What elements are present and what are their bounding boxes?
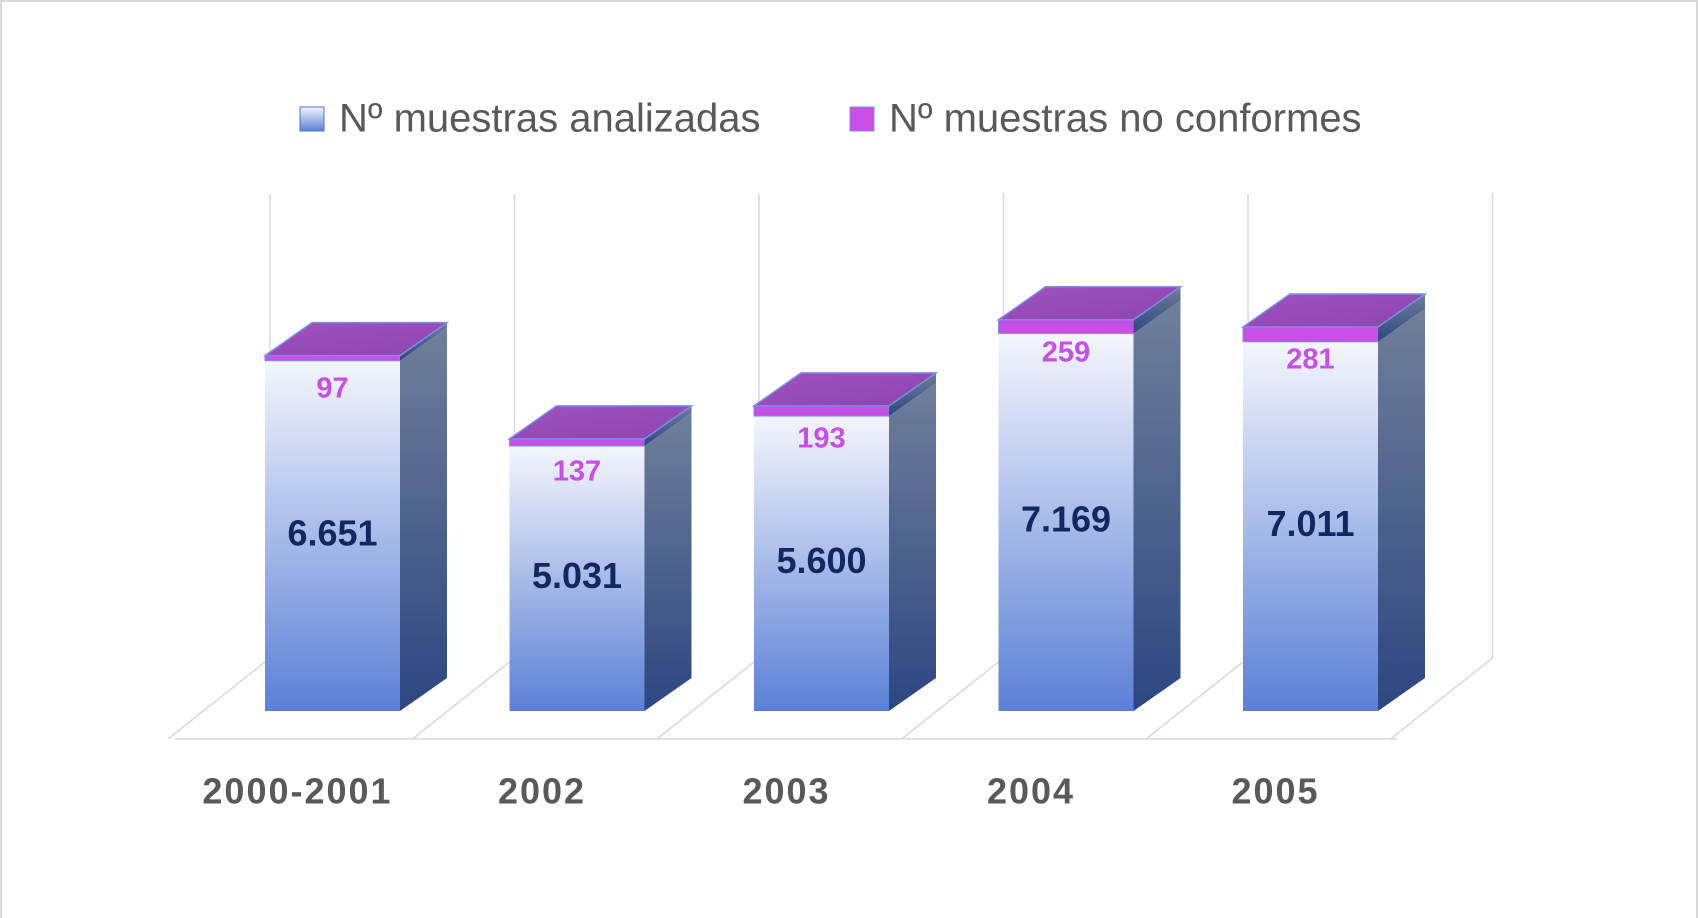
legend-label: Nº muestras analizadas <box>339 97 760 141</box>
bar-segment <box>507 405 694 447</box>
value-label: 5.031 <box>532 555 622 596</box>
bar-side <box>644 413 692 711</box>
bar-front <box>1243 341 1378 711</box>
floor-line <box>167 657 271 740</box>
value-label: 6.651 <box>287 512 377 553</box>
bar-side <box>889 372 936 417</box>
legend-label: Nº muestras no conformes <box>889 97 1362 141</box>
bar-side <box>400 327 447 711</box>
bar-side <box>1378 293 1425 342</box>
bar-front <box>264 355 401 362</box>
bar-front <box>509 446 645 711</box>
value-label: 137 <box>553 455 601 487</box>
bar-segment <box>996 286 1183 334</box>
bar-top <box>262 321 450 357</box>
bar-side <box>1378 308 1425 711</box>
x-tick-label: 2000-2001 <box>202 771 392 812</box>
bar-segment <box>509 413 692 711</box>
bar-front <box>753 405 890 417</box>
bar-side <box>400 322 447 361</box>
bar-front <box>1242 326 1379 343</box>
bar-segment <box>751 372 939 417</box>
bar-side <box>1133 286 1181 334</box>
value-label: 97 <box>316 372 348 404</box>
floor-line <box>1390 657 1493 740</box>
value-label: 193 <box>797 423 845 455</box>
floor-line <box>656 657 760 740</box>
bar-side <box>889 383 936 711</box>
x-tick-label: 2002 <box>498 771 586 812</box>
value-label: 281 <box>1286 344 1334 376</box>
bar-front <box>265 360 400 711</box>
x-tick-label: 2004 <box>987 771 1075 812</box>
bar-side <box>1133 300 1181 711</box>
bar-front <box>998 319 1134 334</box>
value-label: 7.011 <box>1266 503 1354 544</box>
bar-top <box>996 286 1183 321</box>
x-tick-label: 2005 <box>1231 771 1319 812</box>
bar-segment <box>998 300 1181 711</box>
floor-line <box>901 657 1004 740</box>
bar-front <box>998 333 1134 711</box>
bar-top <box>751 372 939 407</box>
floor-line <box>1145 657 1249 740</box>
bar-segment <box>754 383 936 711</box>
x-tick-label: 2003 <box>742 771 830 812</box>
legend-swatch <box>299 106 325 132</box>
bar-segment <box>1240 293 1428 343</box>
floor-line <box>412 657 515 740</box>
value-label: 5.600 <box>776 540 866 581</box>
bar-segment <box>1243 308 1425 711</box>
bar-segment <box>262 321 450 362</box>
bar-top <box>507 405 694 440</box>
bar-front <box>509 438 645 447</box>
bar-top <box>1240 293 1428 328</box>
bar-side <box>644 405 692 447</box>
value-label: 7.169 <box>1021 499 1111 540</box>
bar-front <box>754 416 889 711</box>
bar-segment <box>265 327 447 711</box>
value-label: 259 <box>1042 336 1090 368</box>
legend-swatch <box>849 106 875 132</box>
